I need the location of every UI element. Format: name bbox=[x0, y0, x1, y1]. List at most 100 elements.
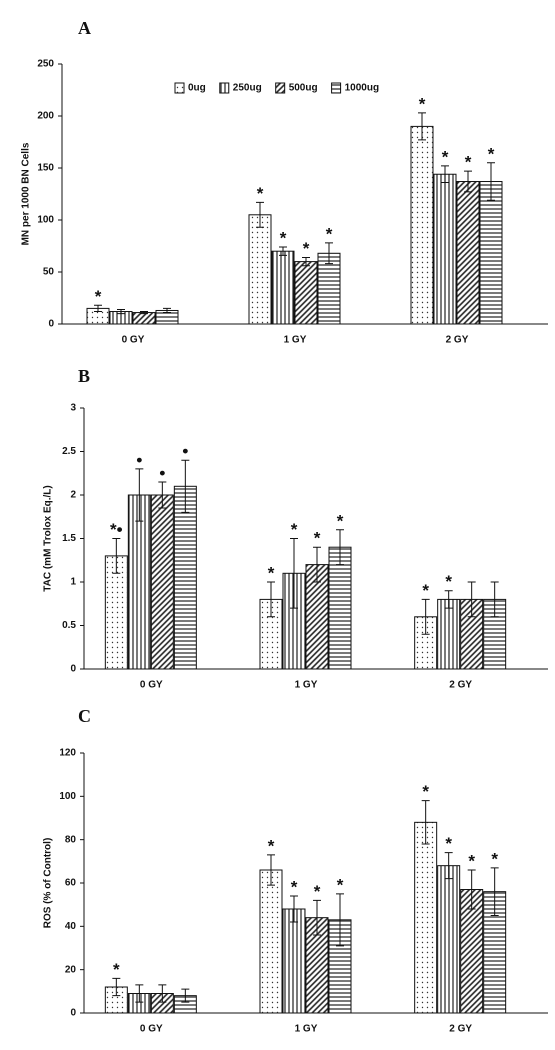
panel-label: B bbox=[78, 366, 90, 386]
error-bar bbox=[336, 893, 344, 947]
error-bar bbox=[158, 984, 167, 1003]
significance-marker: * bbox=[268, 563, 275, 582]
y-tick-label: 250 bbox=[37, 59, 54, 70]
error-bar bbox=[467, 581, 476, 618]
y-axis-label: ROS (% of Control) bbox=[43, 838, 54, 929]
significance-marker: * bbox=[291, 520, 298, 539]
legend-label: 0ug bbox=[188, 83, 206, 94]
x-tick-label: 1 GY bbox=[284, 335, 307, 346]
bar bbox=[248, 214, 272, 325]
y-axis-label: MN per 1000 BN Cells bbox=[21, 142, 32, 245]
panel-label: A bbox=[78, 18, 91, 38]
y-tick-label: 150 bbox=[37, 163, 54, 174]
bar bbox=[259, 869, 283, 1014]
legend-swatch bbox=[174, 82, 185, 94]
bar bbox=[294, 261, 318, 325]
error-bar bbox=[279, 246, 287, 256]
x-tick-label: 2 GY bbox=[449, 1024, 472, 1035]
y-tick-label: 20 bbox=[65, 964, 77, 975]
significance-marker: * bbox=[445, 834, 452, 853]
error-bar bbox=[140, 311, 148, 315]
significance-marker: * bbox=[491, 849, 498, 868]
y-tick-label: 0.5 bbox=[62, 620, 76, 631]
legend-label: 1000ug bbox=[345, 83, 379, 94]
error-bar bbox=[421, 598, 430, 635]
significance-marker: * bbox=[268, 836, 275, 855]
error-bar bbox=[256, 201, 264, 228]
legend-swatch bbox=[331, 82, 342, 94]
x-tick-label: 1 GY bbox=[295, 1024, 318, 1035]
significance-marker: * bbox=[488, 144, 495, 163]
y-tick-label: 60 bbox=[65, 878, 77, 889]
x-tick-label: 0 GY bbox=[140, 1024, 163, 1035]
error-bar bbox=[302, 256, 310, 267]
y-tick-label: 100 bbox=[37, 215, 54, 226]
significance-marker: * bbox=[314, 529, 321, 548]
error-bar bbox=[313, 899, 321, 936]
y-tick-label: 2 bbox=[70, 490, 76, 501]
error-bar bbox=[421, 800, 430, 845]
significance-marker: * bbox=[113, 960, 120, 979]
error-bar bbox=[490, 867, 499, 916]
significance-marker: * bbox=[337, 875, 344, 894]
significance-marker: * bbox=[468, 851, 475, 870]
error-bar bbox=[290, 538, 298, 609]
y-tick-label: 1 bbox=[70, 577, 76, 588]
bar bbox=[328, 546, 352, 670]
significance-marker: * bbox=[422, 782, 429, 801]
significance-marker: * bbox=[303, 239, 310, 258]
significance-marker: * bbox=[337, 511, 344, 530]
error-bar bbox=[313, 546, 321, 583]
y-tick-label: 1.5 bbox=[62, 533, 76, 544]
error-bar bbox=[267, 581, 275, 618]
error-bar bbox=[94, 304, 102, 313]
bar bbox=[282, 908, 306, 1014]
error-bar bbox=[444, 852, 453, 880]
significance-marker: * bbox=[326, 224, 333, 243]
bar bbox=[437, 598, 461, 670]
error-bar bbox=[441, 165, 449, 184]
error-bar bbox=[112, 538, 121, 574]
error-bar bbox=[267, 854, 275, 886]
bar bbox=[479, 181, 503, 325]
error-bar bbox=[158, 481, 167, 509]
legend-swatch bbox=[219, 82, 230, 94]
y-tick-label: 3 bbox=[70, 403, 76, 414]
legend-swatch bbox=[275, 82, 286, 94]
significance-marker: * bbox=[422, 581, 429, 600]
significance-marker: * bbox=[314, 882, 321, 901]
significance-marker: • bbox=[182, 442, 188, 461]
bar bbox=[410, 125, 434, 325]
y-tick-label: 80 bbox=[65, 834, 77, 845]
x-tick-label: 0 GY bbox=[122, 335, 145, 346]
y-tick-label: 100 bbox=[59, 791, 76, 802]
significance-marker: • bbox=[136, 450, 142, 469]
panel-label: C bbox=[78, 706, 91, 726]
significance-marker: * bbox=[465, 153, 472, 172]
y-tick-label: 200 bbox=[37, 111, 54, 122]
bar bbox=[271, 250, 295, 325]
y-tick-label: 0 bbox=[70, 664, 76, 675]
y-tick-label: 50 bbox=[43, 267, 55, 278]
significance-marker: * bbox=[442, 147, 449, 166]
bar bbox=[173, 485, 197, 670]
bar bbox=[433, 173, 457, 325]
y-tick-label: 2.5 bbox=[62, 446, 76, 457]
error-bar bbox=[467, 869, 476, 910]
error-bar bbox=[181, 988, 190, 1003]
error-bar bbox=[112, 977, 121, 997]
bar bbox=[132, 312, 156, 325]
significance-marker: * bbox=[280, 229, 287, 248]
significance-marker: * bbox=[445, 572, 452, 591]
error-bar bbox=[444, 590, 453, 609]
x-tick-label: 1 GY bbox=[295, 680, 318, 691]
legend-label: 250ug bbox=[233, 83, 262, 94]
error-bar bbox=[163, 307, 171, 314]
legend-label: 500ug bbox=[289, 83, 318, 94]
error-bar bbox=[181, 459, 190, 513]
significance-marker: * bbox=[257, 184, 264, 203]
bar bbox=[414, 821, 438, 1014]
error-bar bbox=[290, 895, 298, 923]
bar bbox=[150, 494, 174, 670]
